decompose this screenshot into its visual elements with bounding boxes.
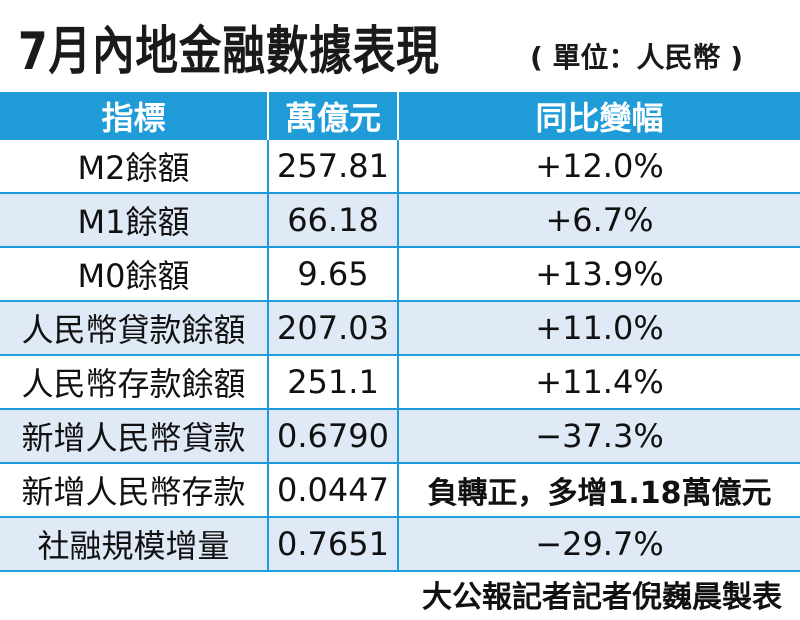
- change-cell: 負轉正，多增1.18萬億元: [397, 463, 800, 517]
- change-cell: +11.4%: [397, 355, 800, 409]
- table-row: 新增人民幣存款 0.0447 負轉正，多增1.18萬億元: [0, 463, 800, 517]
- header-value: 萬億元: [267, 92, 398, 140]
- value-cell: 66.18: [267, 193, 398, 247]
- table-row: 新增人民幣貸款 0.6790 −37.3%: [0, 409, 800, 463]
- indicator-cell: 新增人民幣存款: [0, 463, 268, 517]
- indicator-cell: M0餘額: [0, 247, 268, 301]
- value-cell: 0.7651: [267, 517, 398, 571]
- value-cell: 207.03: [267, 301, 398, 355]
- indicator-cell: 社融規模增量: [0, 517, 268, 571]
- page-title: 7月內地金融數據表現: [18, 22, 440, 82]
- table-header: 指標 萬億元 同比變幅: [0, 92, 800, 140]
- change-cell: +12.0%: [397, 140, 800, 193]
- source-credit: 大公報記者記者倪巍晨製表: [422, 580, 782, 615]
- table-row: 人民幣存款餘額 251.1 +11.4%: [0, 355, 800, 409]
- table-row: 人民幣貸款餘額 207.03 +11.0%: [0, 301, 800, 355]
- indicator-cell: M1餘額: [0, 193, 268, 247]
- value-cell: 0.0447: [267, 463, 398, 517]
- value-cell: 257.81: [267, 140, 398, 193]
- change-cell: +13.9%: [397, 247, 800, 301]
- indicator-cell: M2餘額: [0, 140, 268, 193]
- change-cell: −29.7%: [397, 517, 800, 571]
- change-cell: +11.0%: [397, 301, 800, 355]
- indicator-cell: 新增人民幣貸款: [0, 409, 268, 463]
- data-table: 指標 萬億元 同比變幅 M2餘額 257.81 +12.0% M1餘額 66.1…: [0, 92, 800, 572]
- table-row: 社融規模增量 0.7651 −29.7%: [0, 517, 800, 571]
- table-row: M1餘額 66.18 +6.7%: [0, 193, 800, 247]
- header-indicator: 指標: [0, 92, 268, 140]
- unit-label: ( 單位：人民幣 ): [530, 41, 744, 74]
- table-row: M0餘額 9.65 +13.9%: [0, 247, 800, 301]
- value-cell: 251.1: [267, 355, 398, 409]
- title-bar: 7月內地金融數據表現 ( 單位：人民幣 ): [0, 0, 800, 88]
- table-row: M2餘額 257.81 +12.0%: [0, 140, 800, 193]
- indicator-cell: 人民幣貸款餘額: [0, 301, 268, 355]
- value-cell: 0.6790: [267, 409, 398, 463]
- indicator-cell: 人民幣存款餘額: [0, 355, 268, 409]
- header-change: 同比變幅: [397, 92, 800, 140]
- value-cell: 9.65: [267, 247, 398, 301]
- change-cell: −37.3%: [397, 409, 800, 463]
- change-cell: +6.7%: [397, 193, 800, 247]
